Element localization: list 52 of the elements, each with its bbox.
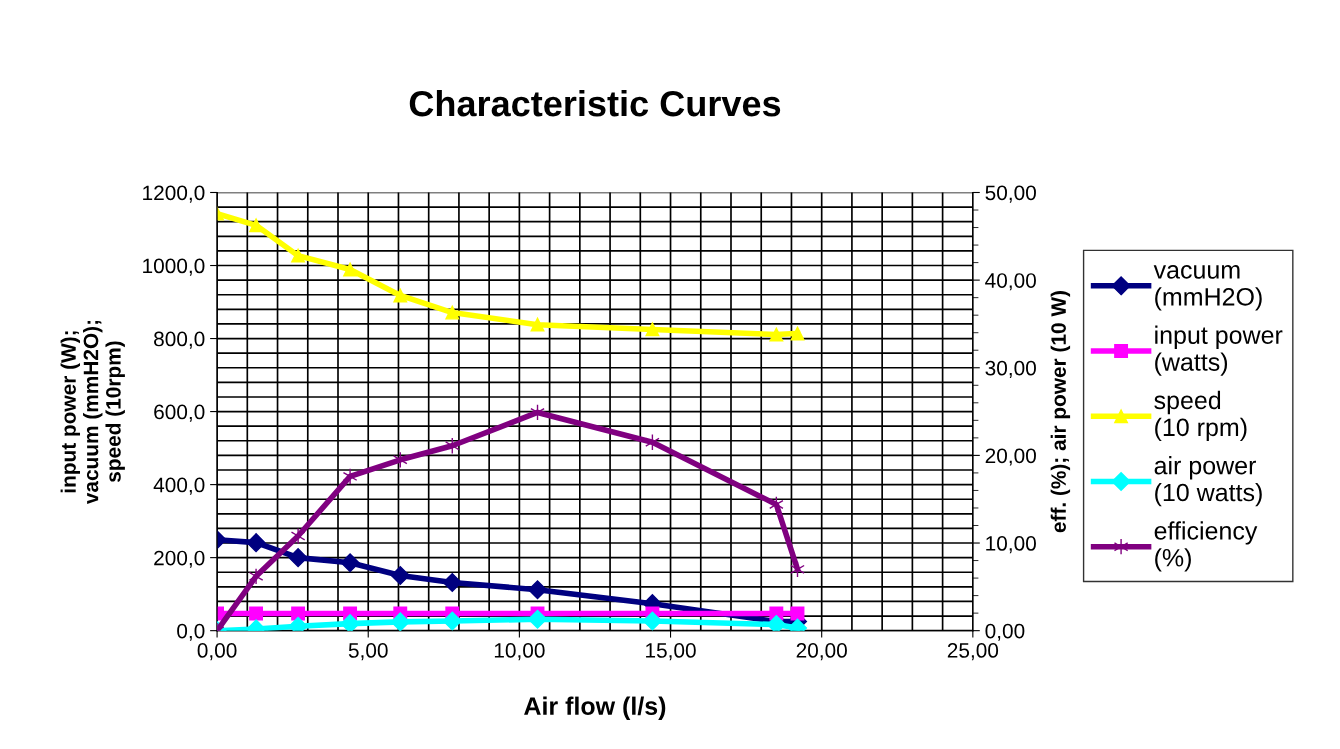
point [390,612,410,631]
point [343,262,358,277]
point [390,565,410,586]
x-tick-label: 5,00 [348,643,388,661]
y2-tick-label: 30,00 [985,360,1036,378]
y2-tick-label: 50,00 [985,185,1036,203]
point [530,317,545,332]
point [288,548,308,568]
y2-tick-label: 20,00 [985,448,1036,466]
y2-axis-title: eff. (%); air power (10 W) [1050,291,1071,533]
y2-tick-label: 40,00 [985,273,1036,291]
x-tick-label: 15,00 [646,643,696,661]
x-tick-label: 10,00 [494,643,545,661]
y-tick-label: 600,0 [154,404,205,422]
x-tick-label: 20,00 [796,643,847,661]
point [249,218,264,233]
legend-label: efficiency (%) [1154,521,1258,572]
point [442,572,462,592]
y2-tick-label: 10,00 [986,536,1036,554]
point [246,533,266,553]
chart-title: Characteristic Curves [409,89,781,117]
y-tick-label: 400,0 [153,477,205,495]
x-tick-label: 0,00 [197,643,237,661]
point [642,611,662,631]
point [393,288,408,303]
point [527,609,548,629]
y2-tick-label: 0,00 [985,623,1025,641]
point [442,611,462,631]
legend-label: speed (10 rpm) [1154,390,1247,442]
legend-label: input power (watts) [1155,325,1283,376]
point [340,553,360,573]
point [790,326,805,341]
point [645,322,660,337]
y-tick-label: 1000,0 [143,258,205,276]
y-axis-title: input power (W); vacuum (mmH2O); speed (10rpm) [60,320,125,505]
point [340,614,360,631]
y-tick-label: 800,0 [154,331,205,349]
y-tick-label: 0,0 [177,623,205,641]
point [248,567,264,585]
legend-label: air power (10 watts) [1154,456,1262,507]
point [769,327,784,342]
x-tick-label: 25,00 [947,643,999,661]
y-tick-label: 200,0 [154,550,205,568]
point [445,305,460,320]
legend-label: vacuum (mmH2O) [1153,265,1262,311]
point [290,527,306,545]
x-axis-title: Air flow (l/s) [524,696,666,720]
point [291,248,306,263]
point [249,606,264,621]
point [342,468,358,485]
point [527,580,548,600]
y-tick-label: 1200,0 [143,185,205,203]
